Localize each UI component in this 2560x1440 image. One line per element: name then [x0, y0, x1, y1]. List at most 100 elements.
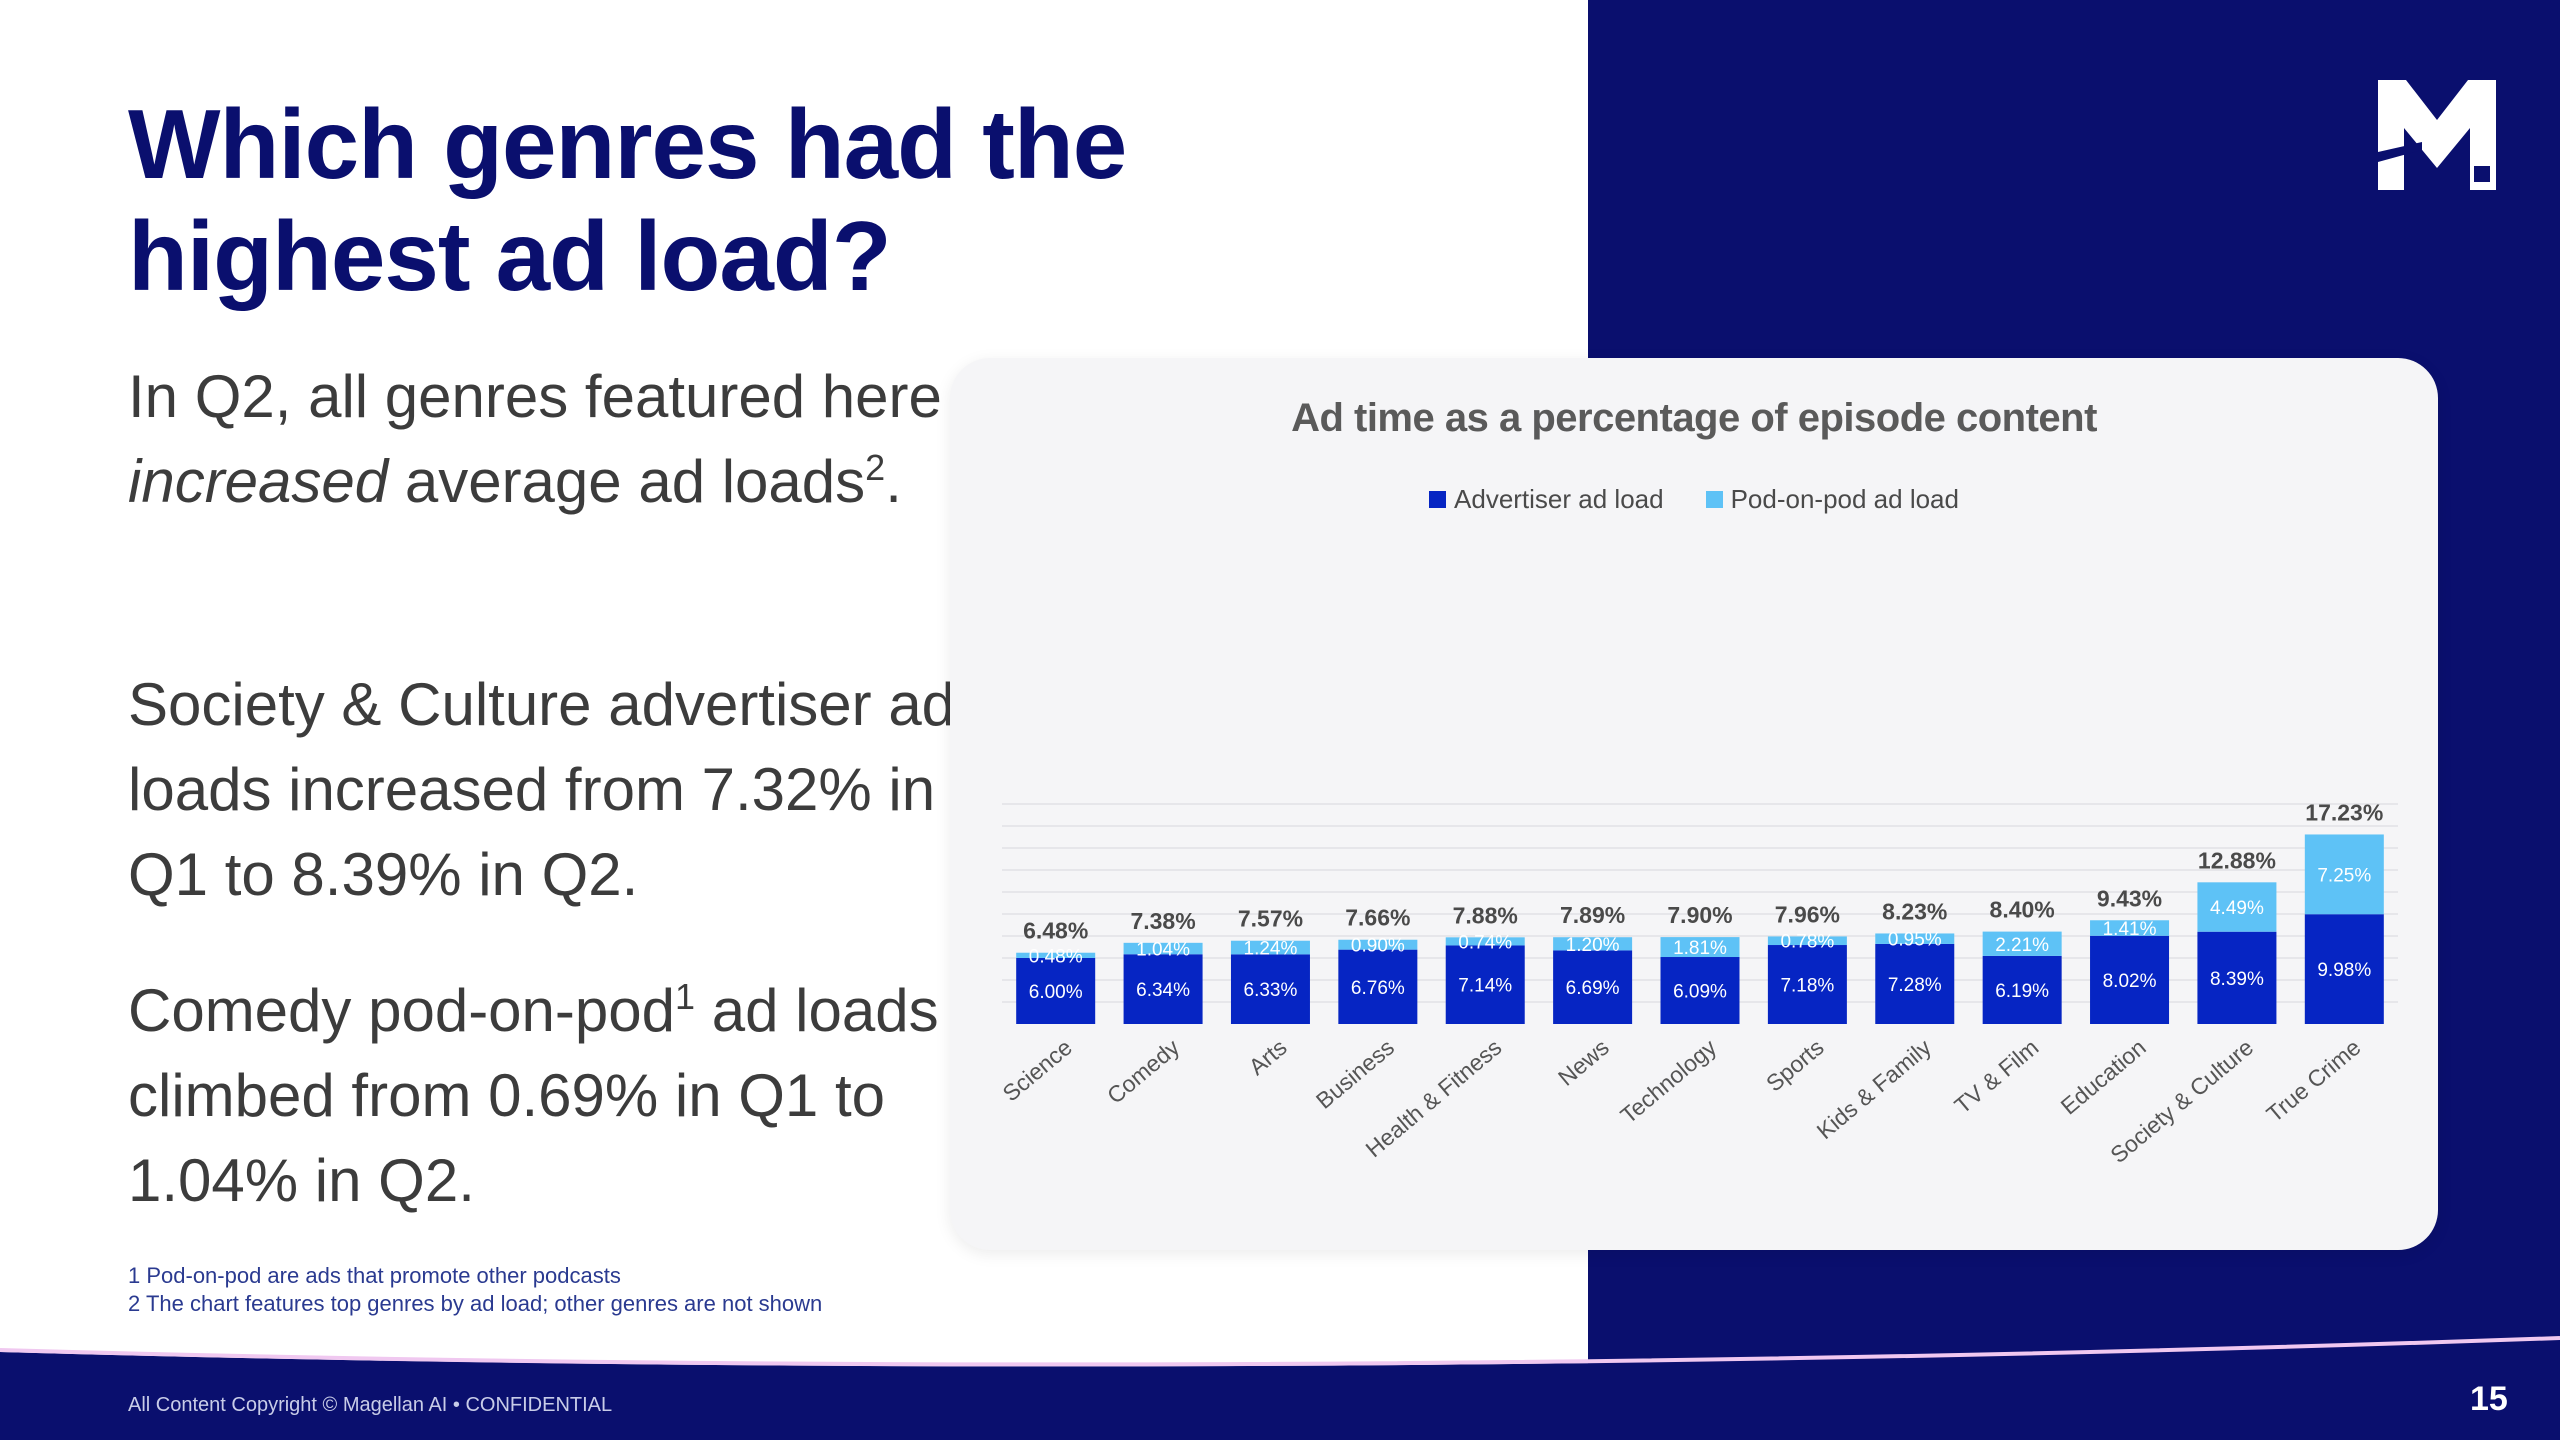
bar-advertiser	[1123, 954, 1203, 1024]
x-tick-label: News	[1553, 1034, 1614, 1091]
data-label-pod-on-pod: 1.81%	[1673, 938, 1727, 959]
bar-advertiser	[1338, 949, 1418, 1024]
data-label-advertiser: 7.28%	[1888, 975, 1942, 996]
bar-pod-on-pod	[1553, 937, 1633, 951]
bar-advertiser	[1553, 950, 1633, 1024]
x-tick-label: Business	[1311, 1034, 1399, 1114]
bar-advertiser	[1016, 958, 1096, 1024]
data-label-advertiser: 6.76%	[1351, 978, 1405, 999]
total-label: 9.43%	[2097, 885, 2162, 911]
copyright-text: All Content Copyright © Magellan AI • CO…	[128, 1394, 613, 1416]
x-tick-label: Education	[2056, 1034, 2151, 1120]
total-label: 17.23%	[2305, 799, 2383, 825]
data-label-pod-on-pod: 4.49%	[2210, 898, 2264, 919]
total-label: 7.90%	[1667, 902, 1732, 928]
paragraph-comedy: Comedy pod-on-pod1 ad loads climbed from…	[128, 968, 968, 1223]
data-label-advertiser: 6.00%	[1029, 982, 1083, 1003]
legend-item-advertiser: Advertiser ad load	[1429, 484, 1664, 515]
bar-pod-on-pod	[1016, 952, 1096, 958]
bar-advertiser	[1875, 943, 1955, 1024]
data-label-advertiser: 8.02%	[2103, 971, 2157, 992]
bar-pod-on-pod	[2090, 920, 2170, 936]
bar-advertiser	[1445, 945, 1525, 1024]
x-tick-label: Science	[998, 1034, 1077, 1107]
data-label-pod-on-pod: 0.95%	[1888, 930, 1942, 951]
bar-advertiser	[2197, 931, 2277, 1024]
data-label-advertiser: 6.69%	[1566, 978, 1620, 999]
data-label-advertiser: 6.34%	[1136, 980, 1190, 1001]
data-label-pod-on-pod: 2.21%	[1995, 935, 2049, 956]
data-label-pod-on-pod: 1.24%	[1244, 939, 1298, 960]
bottom-wave-band	[0, 1336, 2560, 1440]
bar-pod-on-pod	[1445, 937, 1525, 946]
footnote-1: 1 Pod-on-pod are ads that promote other …	[128, 1263, 621, 1288]
chart-card: 6.00% 0.48% 6.48% Science 6.34% 1.04% 7.38% Com…	[950, 358, 2438, 1250]
total-label: 7.89%	[1560, 902, 1625, 928]
x-tick-label: Kids & Family	[1812, 1034, 1937, 1145]
data-label-pod-on-pod: 0.48%	[1029, 946, 1083, 967]
data-label-advertiser: 6.09%	[1673, 982, 1727, 1003]
legend-label: Advertiser ad load	[1454, 484, 1664, 514]
data-label-advertiser: 6.19%	[1995, 981, 2049, 1002]
paragraph-text: In Q2, all genres featured here	[128, 363, 942, 430]
slide-title: Which genres had the highest ad load?	[128, 89, 1127, 311]
paragraph-text: .	[885, 448, 902, 515]
bar-pod-on-pod	[1875, 933, 1955, 944]
paragraph-text: ad loads climbed from 0.69% in Q1 to 1.0…	[128, 977, 939, 1214]
data-label-advertiser: 7.18%	[1780, 976, 1834, 997]
legend-swatch-pod-on-pod	[1705, 491, 1723, 508]
total-label: 8.23%	[1882, 898, 1947, 924]
total-label: 7.57%	[1238, 906, 1303, 932]
total-label: 7.96%	[1775, 901, 1840, 927]
data-label-advertiser: 7.14%	[1458, 976, 1512, 997]
data-label-advertiser: 8.39%	[2210, 969, 2264, 990]
total-label: 8.40%	[1990, 897, 2055, 923]
paragraph-text: Comedy pod-on-pod	[128, 977, 676, 1044]
legend-swatch-advertiser	[1429, 491, 1447, 508]
total-label: 7.38%	[1130, 908, 1195, 934]
bar-advertiser	[2090, 935, 2170, 1024]
bar-pod-on-pod	[1982, 931, 2062, 956]
footnote-2: 2 The chart features top genres by ad lo…	[128, 1291, 823, 1316]
data-label-pod-on-pod: 7.25%	[2317, 865, 2371, 886]
footnote-ref: 1	[675, 976, 696, 1017]
stacked-bar-chart: 6.00% 0.48%6.48% Science 6.34% 1.04% 7.38% Com…	[998, 799, 2398, 1168]
data-label-pod-on-pod: 1.20%	[1566, 935, 1620, 956]
x-tick-label: Comedy	[1102, 1034, 1185, 1109]
x-tick-label: Arts	[1244, 1034, 1292, 1080]
legend-item-pod-on-pod: Pod-on-pod ad load	[1705, 484, 1959, 515]
bar-pod-on-pod	[1230, 940, 1310, 955]
bar-pod-on-pod	[1660, 937, 1740, 958]
bar-pod-on-pod	[2304, 834, 2384, 915]
bar-pod-on-pod	[1123, 942, 1203, 955]
footnotes: 1 Pod-on-pod are ads that promote other …	[128, 1262, 822, 1318]
paragraph-text: average ad loads	[388, 448, 866, 515]
bar-advertiser	[1982, 955, 2062, 1024]
paragraph-q2-increase: In Q2, all genres featured here increase…	[128, 354, 968, 524]
bar-pod-on-pod	[1338, 939, 1418, 950]
page-number: 15	[2470, 1380, 2508, 1418]
data-label-pod-on-pod: 1.04%	[1136, 940, 1190, 961]
bar-advertiser	[1767, 945, 1847, 1024]
total-label: 12.88%	[2198, 847, 2276, 873]
data-label-pod-on-pod: 1.41%	[2103, 919, 2157, 940]
bar-pod-on-pod	[1767, 936, 1847, 946]
bar-advertiser	[1230, 954, 1310, 1024]
emphasis-text: increased	[128, 448, 389, 515]
chart-legend: Advertiser ad load Pod-on-pod ad load	[950, 484, 2438, 515]
bar-pod-on-pod	[2197, 882, 2277, 932]
bar-advertiser	[1660, 957, 1740, 1024]
total-label: 7.66%	[1345, 905, 1410, 931]
chart-title: Ad time as a percentage of episode conte…	[1291, 396, 2097, 440]
data-label-pod-on-pod: 0.74%	[1458, 932, 1512, 953]
data-label-advertiser: 6.33%	[1244, 980, 1298, 1001]
total-label: 7.88%	[1453, 902, 1518, 928]
data-label-pod-on-pod: 0.78%	[1780, 932, 1834, 953]
data-label-pod-on-pod: 0.90%	[1351, 936, 1405, 957]
total-label: 6.48%	[1023, 918, 1088, 944]
x-tick-label: Technology	[1615, 1034, 1721, 1129]
x-tick-label: True Crime	[2261, 1034, 2365, 1127]
footnote-ref: 2	[865, 447, 886, 488]
magellan-logo	[2378, 80, 2496, 190]
legend-label: Pod-on-pod ad load	[1730, 484, 1959, 514]
